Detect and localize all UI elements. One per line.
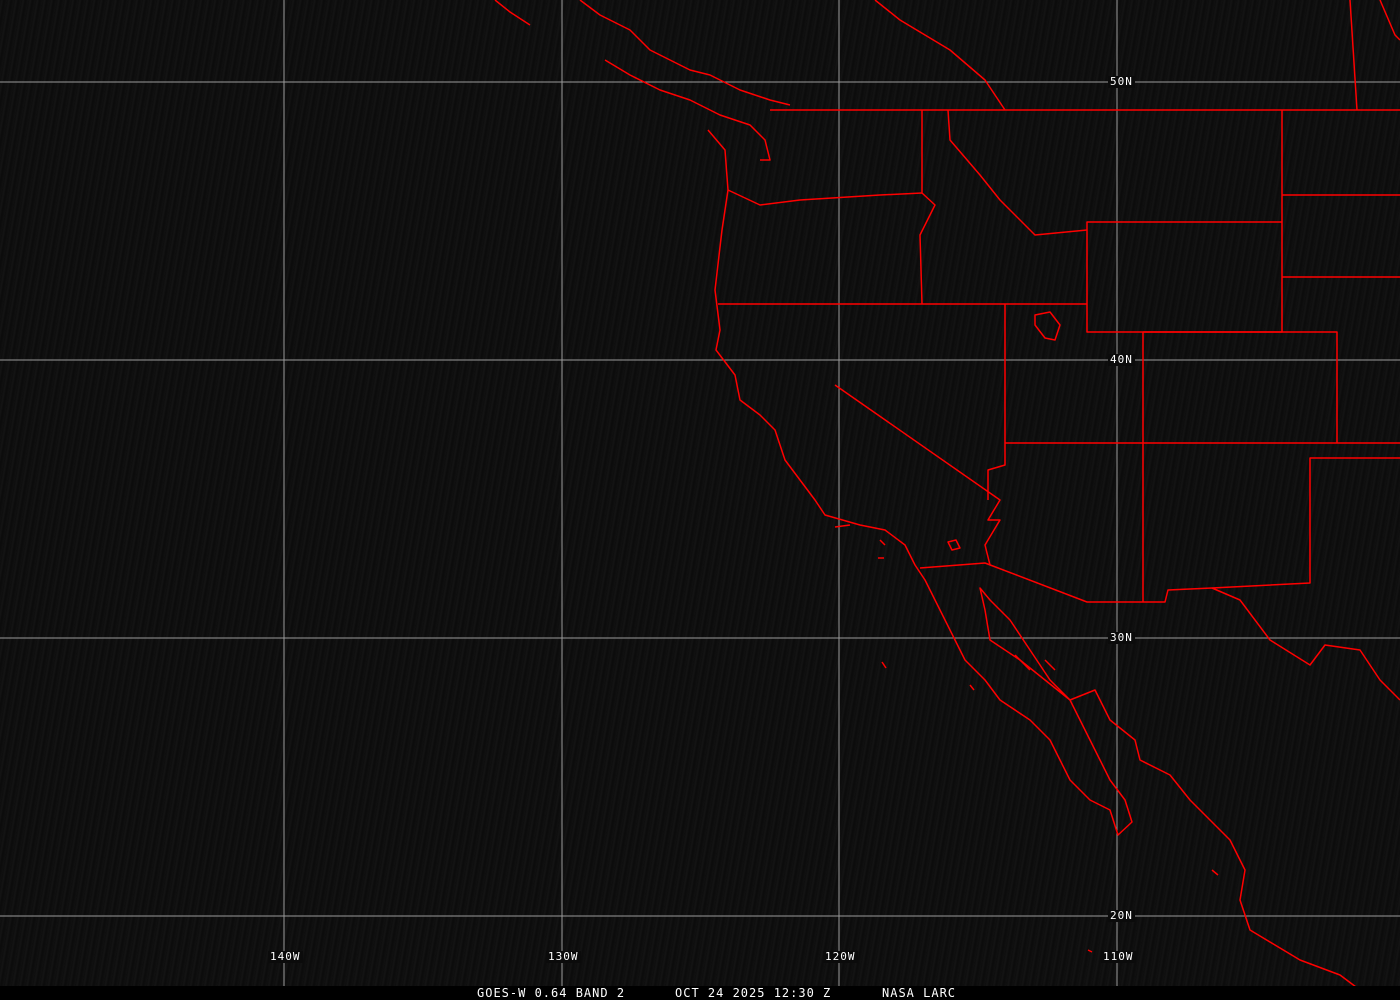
coastline-bc-north <box>874 0 1006 111</box>
lon-label-130w: 130W <box>546 950 581 963</box>
salton-sea <box>947 539 961 551</box>
lat-label-50n: 50N <box>1108 75 1135 88</box>
caption-datetime: OCT 24 2025 12:30 Z <box>675 986 832 1000</box>
lat-label-20n: 20N <box>1108 909 1135 922</box>
lat-label-40n: 40N <box>1108 353 1135 366</box>
border-dakotas <box>1282 0 1400 278</box>
coastline-canada <box>494 0 791 161</box>
islands-baja <box>881 661 1219 953</box>
border-us-mexico <box>919 457 1400 603</box>
coastline-us-mexico <box>707 129 1361 991</box>
lon-label-110w: 110W <box>1101 950 1136 963</box>
border-wyoming <box>1086 221 1283 333</box>
caption-product: GOES-W 0.64 BAND 2 <box>477 986 626 1000</box>
caption-source: NASA LARC <box>882 986 957 1000</box>
border-colorado <box>1143 331 1338 443</box>
gulf-islands <box>1014 654 1056 671</box>
political-boundaries <box>494 0 1400 991</box>
border-idaho-montana <box>947 109 1088 236</box>
lon-label-120w: 120W <box>823 950 858 963</box>
border-wa-or <box>727 189 923 206</box>
image-caption: GOES-W 0.64 BAND 2 OCT 24 2025 12:30 Z N… <box>0 986 1400 1000</box>
border-ca-nv-diagonal <box>834 384 1001 566</box>
border-nevada-west <box>987 304 1006 500</box>
coastline-mexico-mainland <box>1211 587 1400 701</box>
lat-label-30n: 30N <box>1108 631 1135 644</box>
channel-islands <box>834 524 886 559</box>
great-salt-lake <box>1034 311 1061 341</box>
border-idaho-west <box>919 110 936 305</box>
lon-label-140w: 140W <box>268 950 303 963</box>
